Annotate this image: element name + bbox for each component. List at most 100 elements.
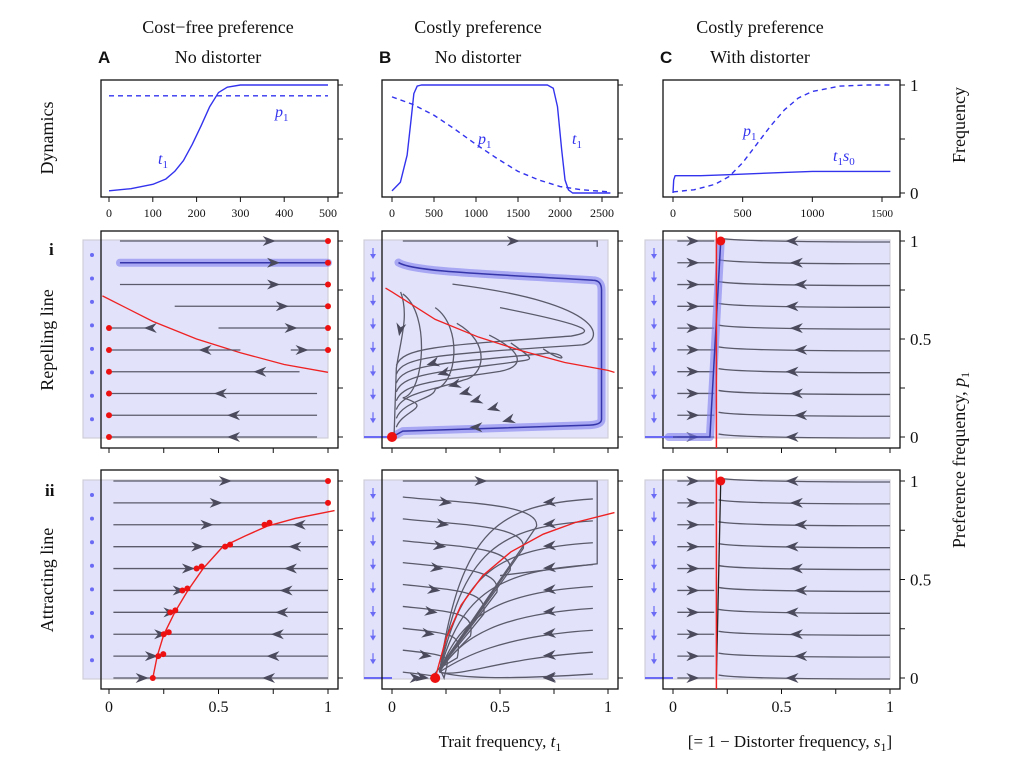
x-tick-label-bottom: 1 [324,699,332,716]
label-p1-C-sub: 1 [751,131,757,143]
flow-arrow [686,279,700,290]
series-line-t1 [108,84,328,192]
streamline [718,543,891,549]
flow-arrow [785,476,799,486]
streamline [439,629,593,673]
flow-arrow [542,540,557,551]
side-dot-marker [90,370,94,375]
dynamics-plot-B-dynamics: 0 500 1000 1500 2000 2500 [381,79,623,220]
side-dot-marker [90,658,94,663]
y-tick-label: 0.5 [910,571,931,590]
flow-arrow [426,583,441,594]
streamline [439,671,593,679]
flow-arrow [789,257,803,268]
streamline [438,542,593,673]
streamline [718,389,891,396]
streamline [718,368,891,374]
side-arrow-head [370,541,376,547]
flow-arrow [284,323,298,334]
x-tick-label: 0 [106,206,112,220]
side-arrow-head [651,541,657,547]
stable-equilibrium-point [325,325,331,332]
flow-arrow [432,540,447,551]
shaded-region [82,479,329,680]
side-dot-marker [90,276,94,281]
column-title-b: Costly preference [414,17,541,37]
flow-arrow [435,518,450,529]
y-tick-label: 0.5 [910,330,931,349]
flow-arrow [785,541,799,552]
flow-arrow [227,410,241,421]
side-dot-marker [90,540,94,545]
stable-equilibrium-point [160,651,167,658]
row-label-repelling-line: Repelling line [37,289,57,390]
x-tick-label: 2500 [590,206,614,220]
stable-equilibrium-point [172,607,179,614]
flow-arrow [191,541,205,552]
stable-equilibrium-point [106,325,112,332]
streamline [438,520,593,673]
side-arrow-head [651,564,657,570]
flow-arrow [409,673,423,683]
side-arrow-head [651,277,657,283]
shaded-region [82,239,329,439]
row-label-attracting-line: Attracting line [37,528,57,632]
phase-plot-A-ii [82,469,343,694]
stable-equilibrium-point [106,434,112,440]
flow-arrow [794,651,808,662]
streamline [718,259,891,265]
flow-arrow [542,606,557,617]
y-tick-label: 0 [910,428,919,447]
x-tick-label: 300 [231,206,249,220]
side-arrow-head [370,588,376,594]
streamline [718,521,891,527]
flow-arrow [438,496,453,507]
flow-arrow [474,476,488,486]
flow-arrow [181,563,195,574]
flow-arrow [686,629,700,640]
side-dot-marker [90,346,94,351]
x-tick-label-bottom: 1 [886,699,894,716]
stable-equilibrium-point [325,281,331,288]
label-sub: 1 [958,372,972,378]
x-tick-label: 1500 [871,208,894,220]
side-arrow-head [651,254,657,259]
streamline [395,322,482,410]
flow-arrow [213,388,227,399]
flow-arrow [266,651,280,662]
row-numeral-ii: ii [45,481,55,500]
label-t1-B-sub: 1 [576,139,582,151]
x-tick-label: 200 [188,206,206,220]
stable-equilibrium-point [227,541,234,548]
flow-arrow [789,563,803,574]
side-dot-marker [90,587,94,592]
flow-arrow [542,649,557,660]
y-tick-label: 0 [910,669,919,688]
label-var: t [551,732,557,751]
shaded-region [644,239,891,439]
flow-arrow [686,410,700,421]
streamline [718,608,891,614]
x-tick-label-bottom: 1 [604,699,612,716]
flow-arrow [794,410,808,421]
streamline [718,411,891,417]
side-arrow-head [651,659,657,665]
side-arrow-head [370,277,376,283]
flow-arrow [448,378,462,388]
label-t1-B: t1 [572,131,582,151]
label-t1s0-C-sub2: 0 [849,156,855,168]
streamline [395,293,423,428]
y-tick-label: 1 [910,76,919,95]
stable-equilibrium-point [106,412,112,419]
stable-equilibrium-point [179,587,186,594]
x-tick-label: 400 [275,206,293,220]
side-dot-marker [90,634,94,639]
streamline [718,477,891,483]
label-p1-A: p1 [274,104,289,124]
flow-arrow [262,236,276,246]
side-arrow-head [370,300,376,306]
side-arrow-head [370,494,376,499]
flow-arrow [437,366,452,377]
flow-arrow [275,607,289,618]
